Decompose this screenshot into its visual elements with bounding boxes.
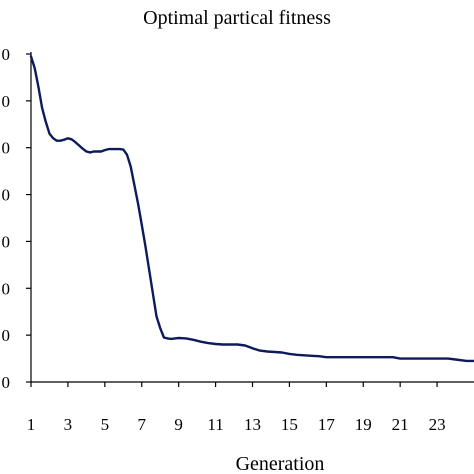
y-tick-label: 0 bbox=[2, 232, 11, 251]
y-tick-label: 0 bbox=[2, 92, 11, 111]
axes bbox=[30, 52, 474, 383]
y-tick-label: 0 bbox=[2, 279, 11, 298]
x-tick-label: 3 bbox=[64, 415, 73, 434]
x-tick-label: 23 bbox=[429, 415, 446, 434]
x-tick-label: 17 bbox=[318, 415, 336, 434]
x-tick-label: 19 bbox=[355, 415, 372, 434]
y-tick-label: 0 bbox=[2, 186, 11, 205]
x-tick-label: 9 bbox=[174, 415, 183, 434]
x-ticks: 1 3 5 7 9 11 13 15 17 19 21 23 bbox=[27, 382, 446, 434]
x-tick-label: 7 bbox=[138, 415, 147, 434]
y-tick-label: 0 bbox=[2, 139, 11, 158]
x-tick-label: 1 bbox=[27, 415, 36, 434]
y-tick-label: 0 bbox=[2, 326, 11, 345]
fitness-series-line bbox=[29, 55, 474, 363]
y-tick-label: 0 bbox=[2, 373, 11, 392]
chart-title: Optimal partical fitness bbox=[143, 7, 331, 29]
x-tick-label: 5 bbox=[101, 415, 110, 434]
x-tick-label: 15 bbox=[281, 415, 298, 434]
y-tick-label: 0 bbox=[2, 45, 11, 64]
x-tick-label: 13 bbox=[244, 415, 261, 434]
series-layer bbox=[29, 55, 474, 363]
y-ticks: 0 0 0 0 0 0 0 0 bbox=[2, 45, 31, 392]
x-tick-label: 11 bbox=[207, 415, 223, 434]
x-axis-label: Generation bbox=[236, 453, 325, 474]
x-tick-label: 21 bbox=[392, 415, 409, 434]
